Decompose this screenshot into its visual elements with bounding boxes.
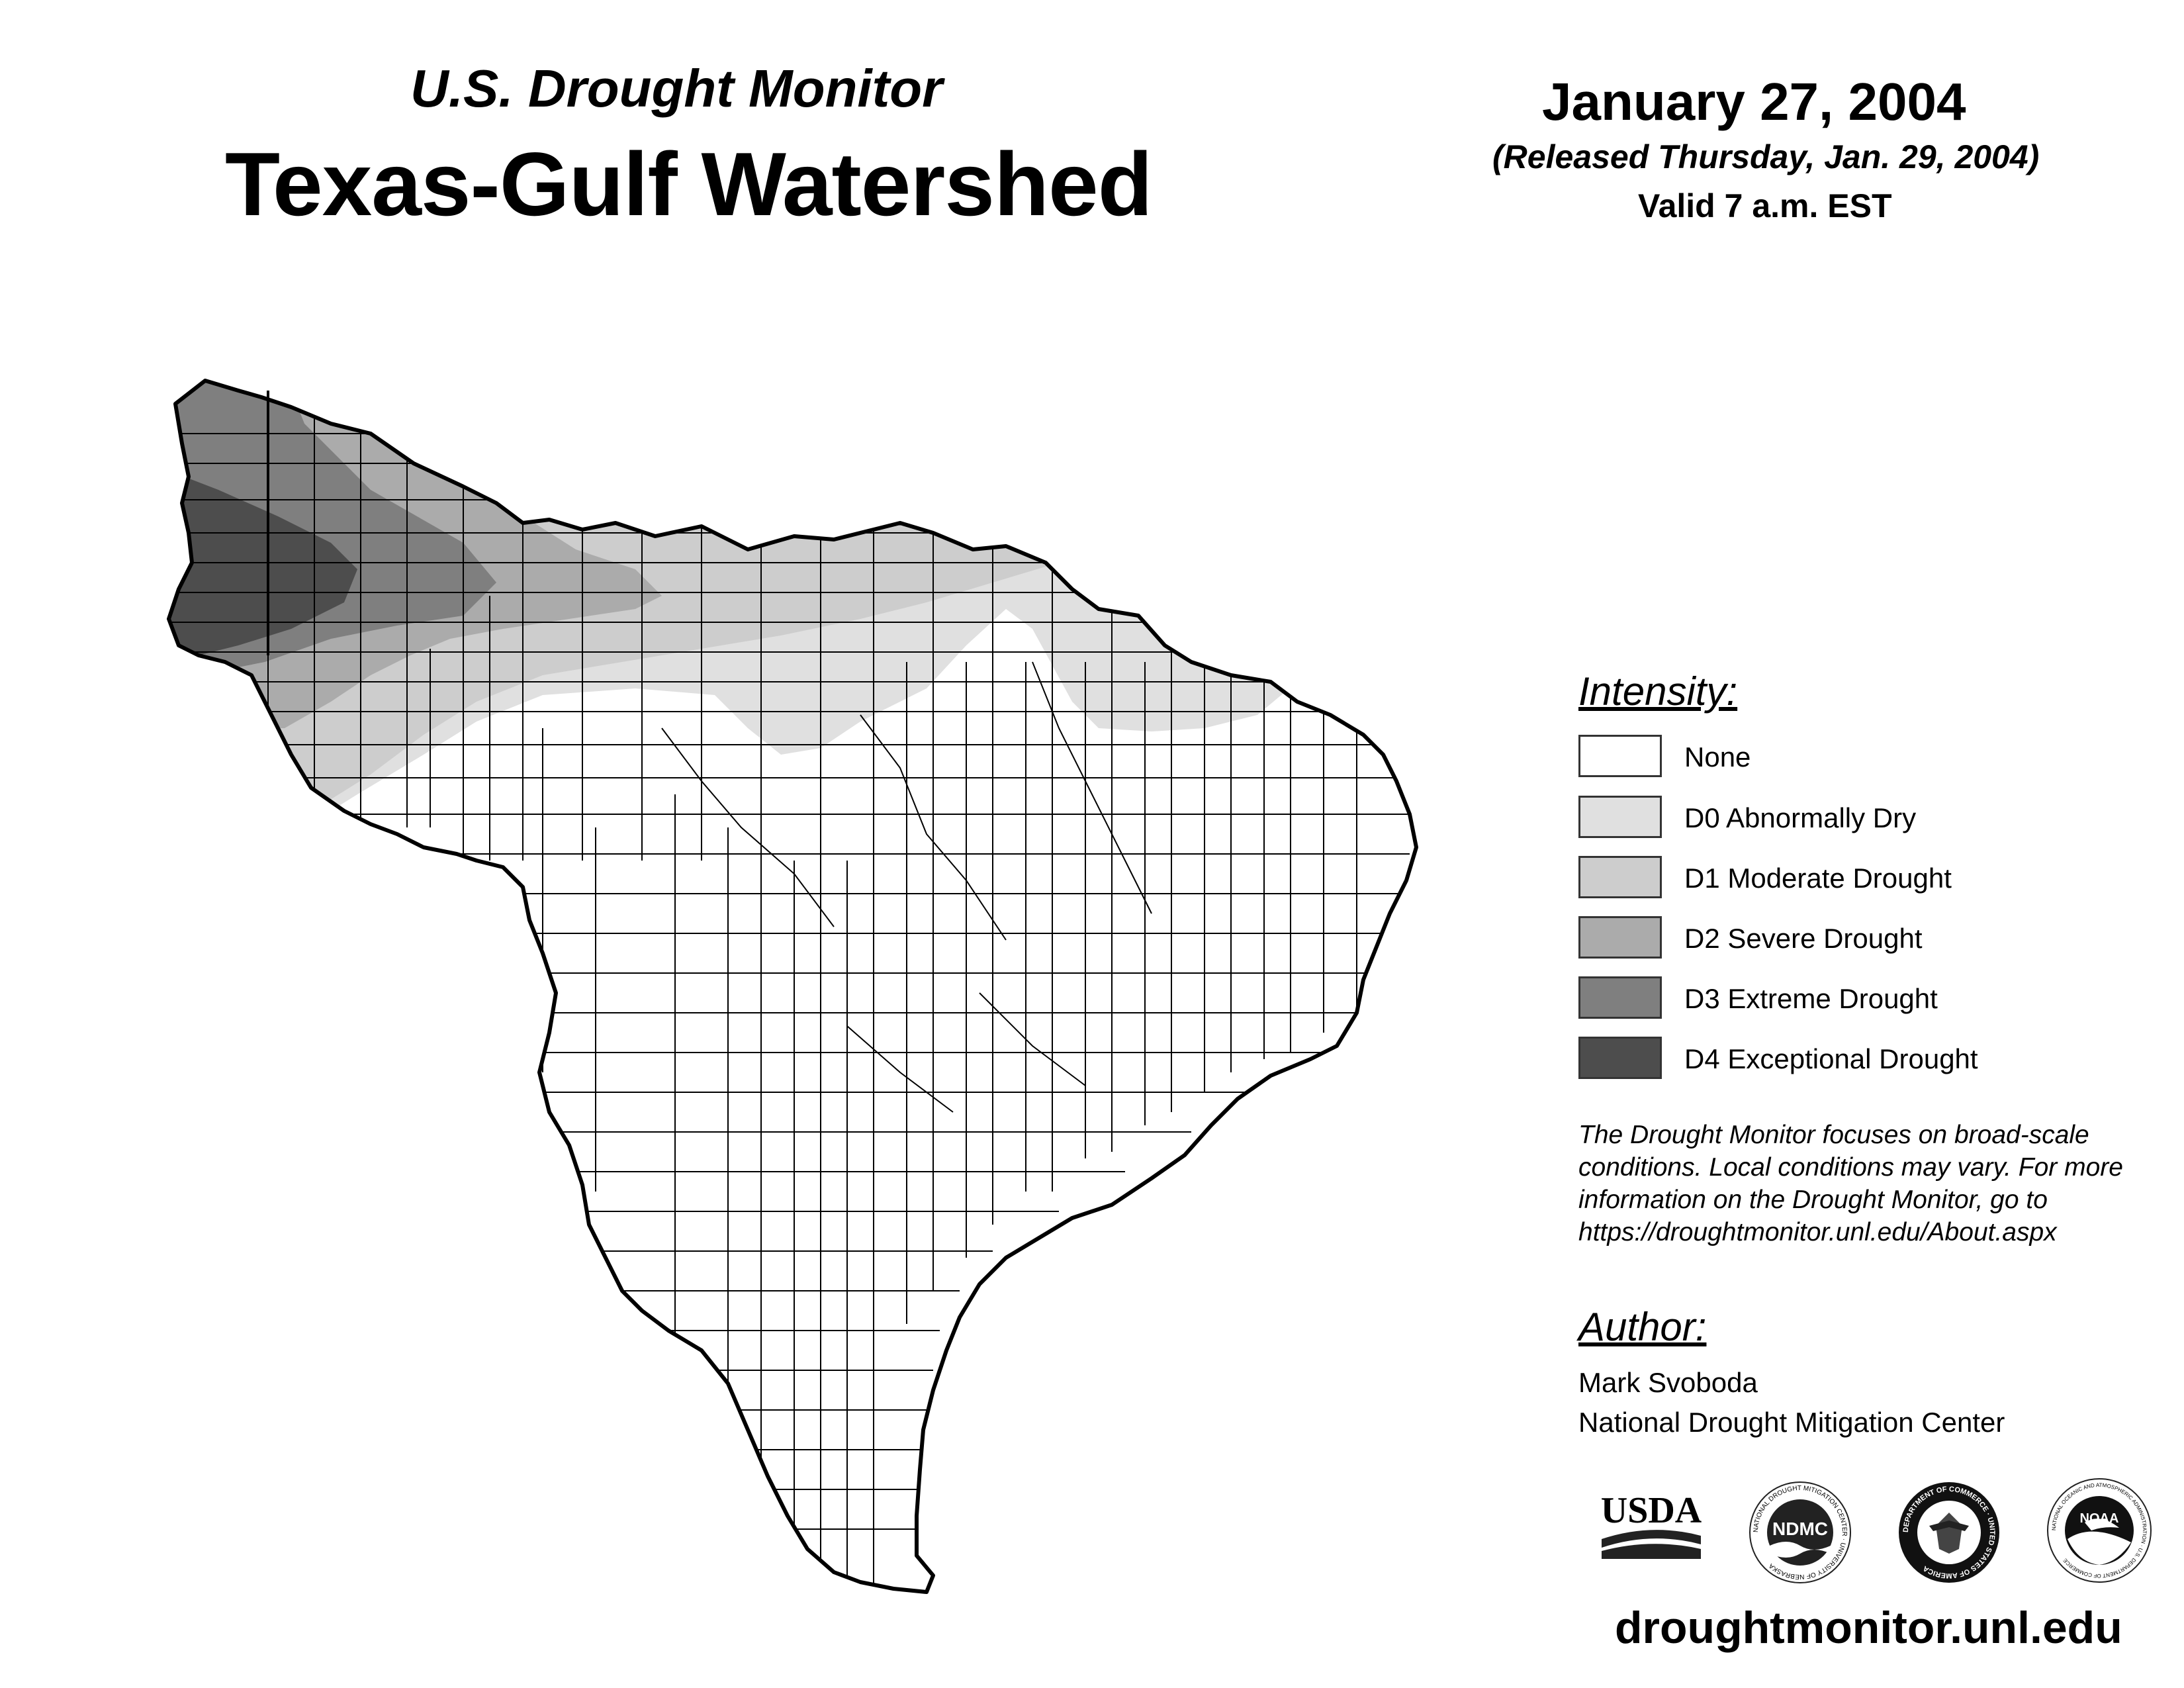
author-organization: National Drought Mitigation Center: [1578, 1407, 2005, 1438]
disclaimer-note: The Drought Monitor focuses on broad-sca…: [1578, 1121, 2123, 1246]
legend-title: Intensity:: [1578, 669, 1738, 714]
map-date: January 27, 2004: [1542, 72, 1966, 131]
legend-label: D2 Severe Drought: [1684, 923, 1923, 954]
usda-logo: USDA: [1601, 1490, 1702, 1559]
legend-label: D0 Abnormally Dry: [1684, 802, 1917, 833]
legend-label: D4 Exceptional Drought: [1684, 1043, 1978, 1074]
svg-text:NDMC: NDMC: [1772, 1519, 1828, 1539]
legend-swatch: [1578, 856, 1662, 898]
map-title: Texas-Gulf Watershed: [225, 134, 1153, 234]
legend-swatch: [1578, 916, 1662, 959]
map-subtitle: U.S. Drought Monitor: [410, 59, 943, 118]
legend-swatch: [1578, 976, 1662, 1019]
legend-label: None: [1684, 741, 1751, 773]
website-url[interactable]: droughtmonitor.unl.edu: [1615, 1603, 2122, 1653]
commerce-seal: DEPARTMENT OF COMMERCE · UNITED STATES O…: [1899, 1482, 1999, 1583]
noaa-logo: NATIONAL OCEANIC AND ATMOSPHERIC ADMINIS…: [2047, 1478, 2152, 1583]
ndmc-logo: NATIONAL DROUGHT MITIGATION CENTER · UNI…: [1749, 1481, 1851, 1583]
svg-text:NOAA: NOAA: [2080, 1511, 2119, 1526]
legend-label: D3 Extreme Drought: [1684, 983, 1938, 1014]
author-heading: Author:: [1578, 1305, 1707, 1349]
author-name: Mark Svoboda: [1578, 1367, 1758, 1398]
release-date: (Released Thursday, Jan. 29, 2004): [1492, 138, 2040, 175]
legend-swatch: [1578, 796, 1662, 838]
legend-swatch: [1578, 735, 1662, 777]
legend-swatch: [1578, 1037, 1662, 1079]
svg-text:USDA: USDA: [1601, 1490, 1702, 1531]
valid-time: Valid 7 a.m. EST: [1638, 187, 1892, 224]
watershed-boundary: [167, 379, 1418, 1594]
zone-d4: [169, 457, 357, 662]
legend-label: D1 Moderate Drought: [1684, 863, 1952, 894]
